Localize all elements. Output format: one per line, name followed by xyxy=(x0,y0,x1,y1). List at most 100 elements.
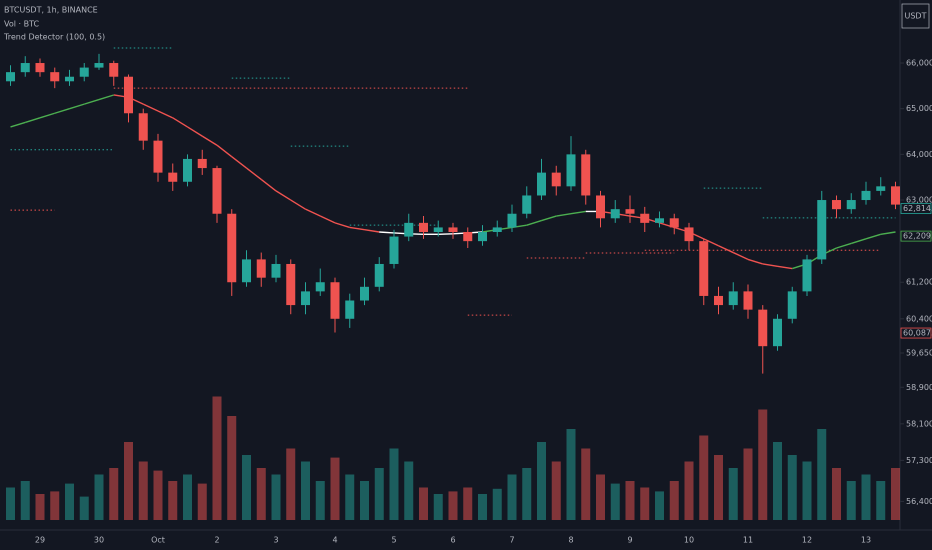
trend-segment xyxy=(880,231,896,235)
candle-body xyxy=(625,209,635,214)
candle-body xyxy=(271,263,281,278)
candle-body xyxy=(419,222,428,233)
currency-label[interactable]: USDT xyxy=(905,12,927,21)
candle-body xyxy=(50,72,60,82)
volume-bar xyxy=(684,461,694,520)
volume-bar xyxy=(433,494,443,520)
candle-body xyxy=(522,195,532,214)
candle-body xyxy=(448,227,458,233)
candle-body xyxy=(743,291,753,310)
volume-bar xyxy=(773,442,782,520)
candle-body xyxy=(138,113,148,141)
trend-segment xyxy=(570,210,586,215)
volume-bar xyxy=(743,448,753,520)
candle-body xyxy=(684,227,694,242)
trend-segment xyxy=(275,190,292,201)
candle-body xyxy=(463,232,473,242)
candle-body xyxy=(714,295,723,306)
volume-bar xyxy=(448,491,458,520)
price-label-box xyxy=(900,203,932,214)
currency-box[interactable] xyxy=(901,3,930,29)
trend-segment xyxy=(98,94,114,101)
candle-body xyxy=(79,67,89,77)
candle-body xyxy=(360,286,369,301)
volume-bar xyxy=(846,481,856,520)
volume-bar xyxy=(124,442,133,520)
volume-bar xyxy=(242,455,251,520)
y-tick-label: 56,400.00 xyxy=(906,497,932,506)
trend-segment xyxy=(216,144,233,158)
candle-body xyxy=(183,158,192,182)
volume-bar xyxy=(714,455,723,520)
trend-segment xyxy=(865,233,881,240)
price-label: 62,209.92 xyxy=(903,232,932,241)
volume-bar xyxy=(699,435,709,520)
volume-bar xyxy=(610,483,620,520)
y-tick-label: 66,000.00 xyxy=(906,59,932,68)
x-tick-label: 3 xyxy=(273,536,278,545)
y-tick-label: 63,000.00 xyxy=(906,196,932,205)
volume-bar xyxy=(94,474,104,520)
trend-segment xyxy=(732,251,749,261)
y-tick-label: 60,400.00 xyxy=(906,314,932,323)
candle-body xyxy=(404,222,414,237)
trend-segment xyxy=(526,219,542,226)
x-tick-label: 30 xyxy=(94,536,104,545)
volume-bar xyxy=(374,468,384,520)
volume-bar xyxy=(35,494,45,520)
volume-bar xyxy=(286,448,296,520)
trend-segment xyxy=(54,108,70,114)
candle-body xyxy=(168,172,178,182)
candle-body xyxy=(832,200,841,210)
price-label-box xyxy=(900,230,932,242)
indicator-label: Vol · BTC xyxy=(4,20,40,29)
candle-body xyxy=(374,263,384,287)
trend-segment xyxy=(364,229,380,233)
candle-body xyxy=(728,291,738,306)
candle-body xyxy=(227,213,237,283)
candle-body xyxy=(861,190,871,201)
volume-bar xyxy=(404,461,414,520)
volume-bar xyxy=(345,474,355,520)
trend-segment xyxy=(851,238,867,245)
candle-body xyxy=(655,218,664,223)
y-tick-label: 65,000.00 xyxy=(906,104,932,113)
volume-bar xyxy=(861,474,871,520)
volume-bar xyxy=(876,481,886,520)
volume-bar xyxy=(212,396,222,520)
y-tick-label: 58,900.00 xyxy=(906,383,932,392)
volume-bar xyxy=(227,416,237,520)
trend-segment xyxy=(39,112,55,119)
candle-body xyxy=(891,186,900,205)
candle-body xyxy=(20,63,30,73)
volume-bar xyxy=(728,468,738,520)
candle-body xyxy=(315,282,325,292)
trend-segment xyxy=(187,126,203,137)
price-label-box xyxy=(900,327,932,339)
candle-body xyxy=(286,263,296,306)
candle-body xyxy=(256,259,266,278)
trend-segment xyxy=(556,213,572,217)
trend-segment xyxy=(157,110,174,119)
volume-bar xyxy=(537,442,546,520)
trend-segment xyxy=(10,121,26,128)
volume-bar xyxy=(389,448,399,520)
x-tick-label: 12 xyxy=(802,536,812,545)
plot xyxy=(6,47,900,520)
price-label: 60,087.64 xyxy=(903,329,932,338)
volume-bar xyxy=(625,481,635,520)
candle-body xyxy=(153,140,163,173)
x-tick-label: 7 xyxy=(509,536,514,545)
x-tick-label: 9 xyxy=(627,536,632,545)
indicator-label: Trend Detector (100, 0.5) xyxy=(3,33,105,42)
volume-bar xyxy=(507,474,517,520)
candle-body xyxy=(197,158,207,169)
trend-segment xyxy=(379,231,395,234)
volume-bar xyxy=(566,429,576,520)
x-tick-label: Oct xyxy=(151,536,165,545)
volume-bar xyxy=(20,481,30,520)
volume-bar xyxy=(419,487,428,520)
x-tick-label: 29 xyxy=(35,536,45,545)
candle-body xyxy=(610,209,620,219)
volume-bar xyxy=(463,487,473,520)
